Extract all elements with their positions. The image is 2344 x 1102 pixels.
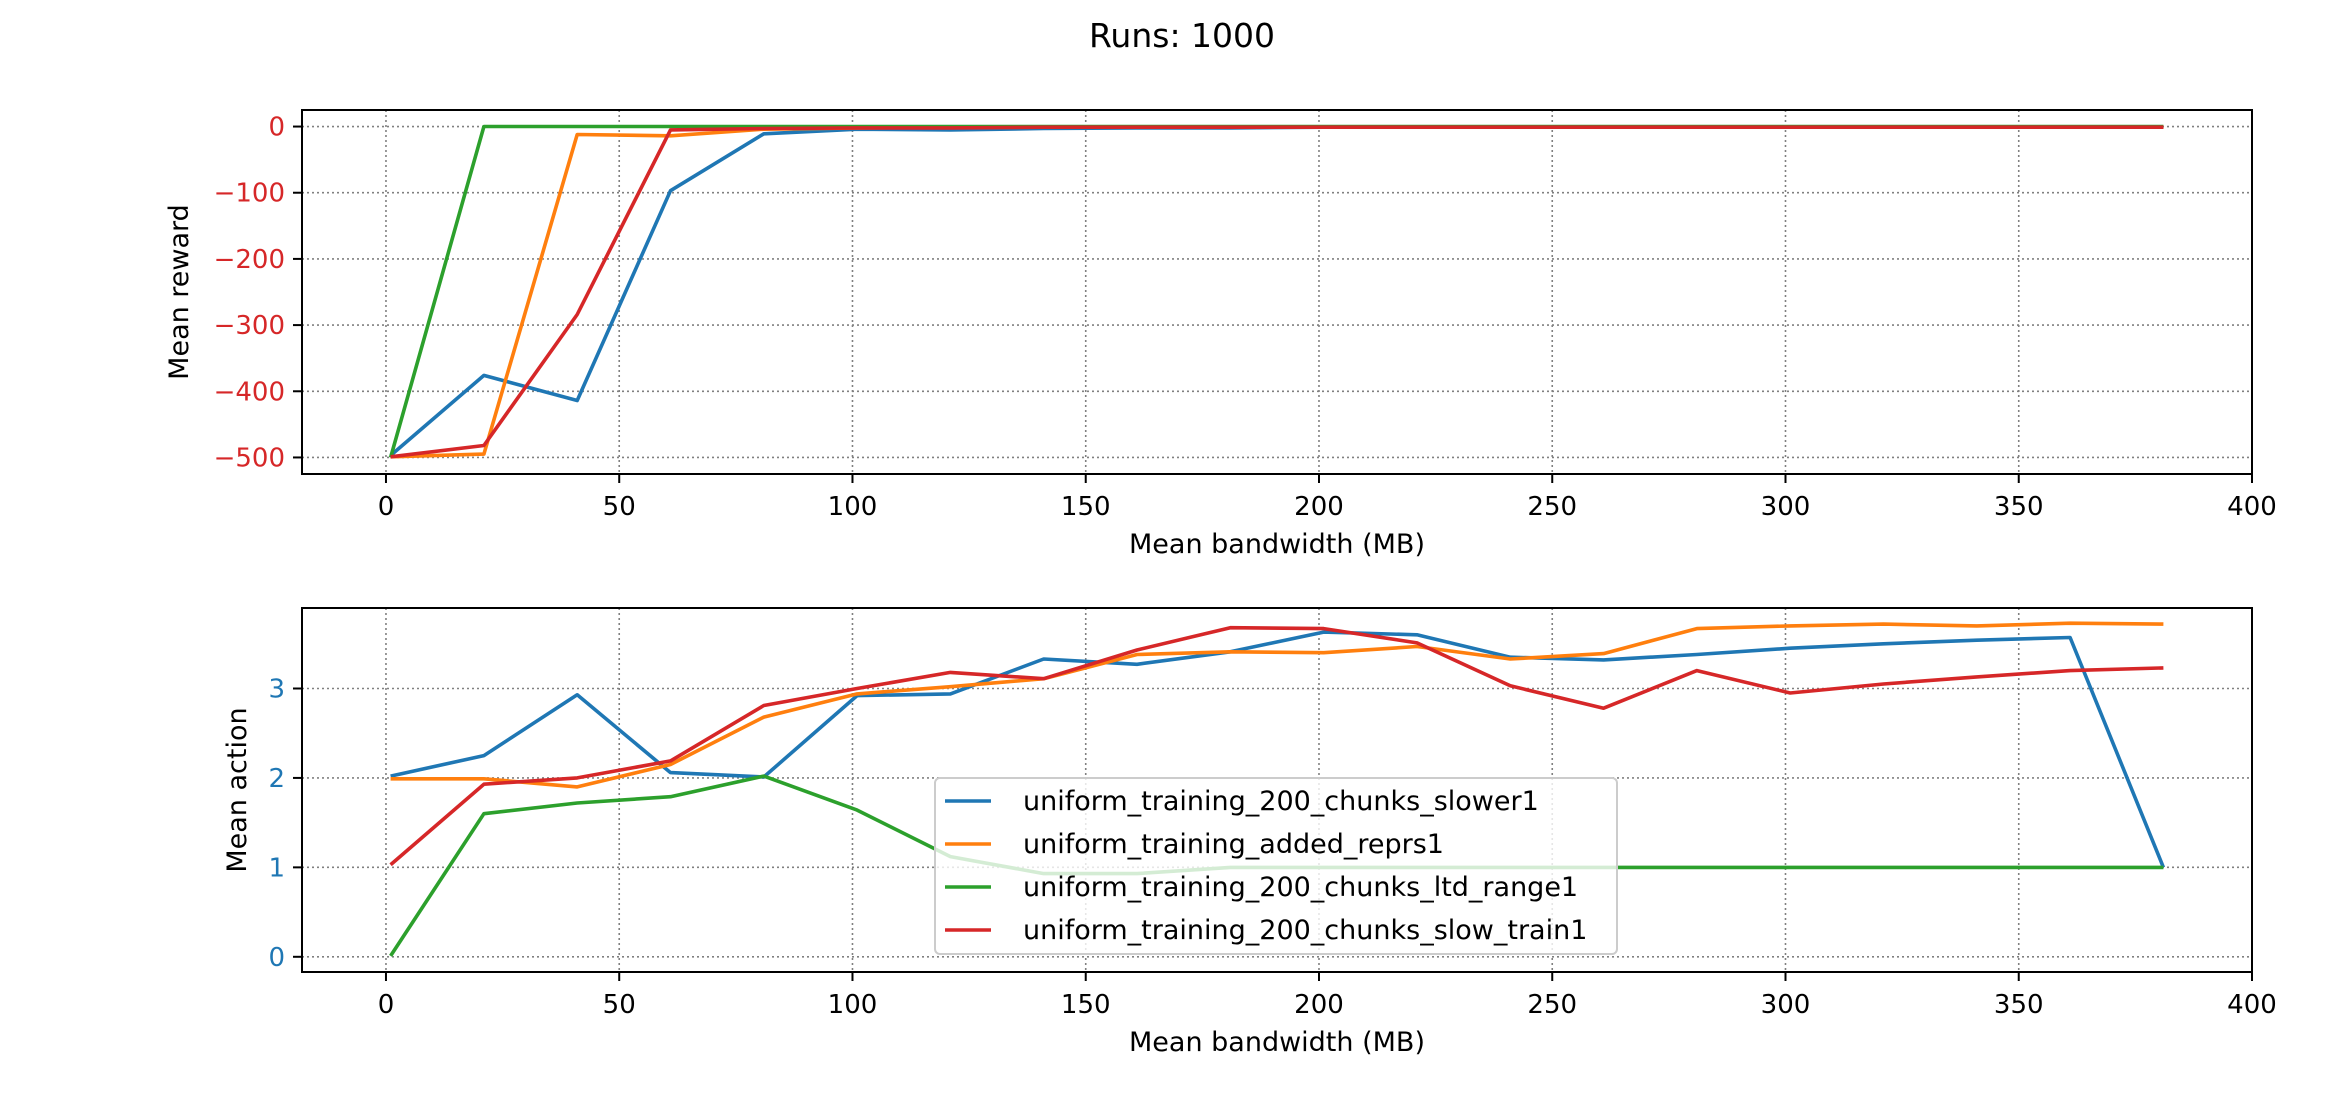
x-tick-label: 100 [828,990,878,1020]
x-tick-label: 350 [1994,990,2044,1020]
y-tick-label: −100 [214,179,285,209]
series-line-uniform_training_200_chunks_slow_train1 [389,625,2164,867]
x-tick-label: 400 [2227,492,2277,522]
x-tick-label: 200 [1294,990,1344,1020]
x-tick-label: 50 [603,990,636,1020]
series-line-uniform_training_200_chunks_slow_train1 [390,125,2164,459]
x-tick-label: 100 [828,492,878,522]
x-tick-label: 250 [1527,492,1577,522]
y-axis-title: Mean action [222,707,253,872]
y-tick-label: 0 [268,943,285,973]
x-tick-label: 0 [378,492,395,522]
reward-panel: 0 50 100 150 200 250 300 350 400 0 −100 −200 −300 −40… [164,109,2277,560]
y-tick-label: −300 [214,311,285,341]
y-tick-label: −400 [214,377,285,407]
x-axis-title: Mean bandwidth (MB) [1129,529,1425,560]
y-tick-label: −200 [214,245,285,275]
y-tick-label: 0 [268,113,285,143]
legend-label: uniform_training_200_chunks_slow_train1 [1023,915,1587,946]
series-line-uniform_training_200_chunks_ltd_range1 [388,124,2164,458]
y-tick-label: 1 [268,853,285,883]
legend-label: uniform_training_added_reprs1 [1023,829,1444,860]
axes-frame [301,607,2253,973]
y-tick-label: 3 [268,674,285,704]
x-axis-title: Mean bandwidth (MB) [1129,1027,1425,1058]
x-tick-label: 0 [378,990,395,1020]
legend-label: uniform_training_200_chunks_slower1 [1023,786,1539,817]
y-tick-label: 2 [268,764,285,794]
legend-box [934,777,1618,955]
x-tick-label: 200 [1294,492,1344,522]
x-tick-label: 350 [1994,492,2044,522]
figure-title: Runs: 1000 [1089,16,1275,55]
x-tick-label: 300 [1761,492,1811,522]
series-line-uniform_training_added_reprs1 [390,621,2164,789]
action-panel: 0 50 100 150 200 250 300 350 400 0 1 2 3 Mean bandwid… [222,607,2277,1058]
series-line-uniform_training_200_chunks_slower1 [389,125,2164,457]
x-tick-label: 150 [1061,990,1111,1020]
series-line-uniform_training_200_chunks_slower1 [390,630,2166,869]
x-tick-label: 300 [1761,990,1811,1020]
x-tick-label: 50 [603,492,636,522]
y-tick-label: −500 [214,443,285,473]
x-tick-label: 250 [1527,990,1577,1020]
x-tick-label: 150 [1061,492,1111,522]
axes-frame [301,109,2253,475]
x-tick-label: 400 [2227,990,2277,1020]
legend: uniform_training_200_chunks_slower1unifo… [934,777,1618,955]
legend-label: uniform_training_200_chunks_ltd_range1 [1023,872,1578,903]
series-line-uniform_training_added_reprs1 [390,125,2164,459]
y-axis-title: Mean reward [164,204,195,380]
